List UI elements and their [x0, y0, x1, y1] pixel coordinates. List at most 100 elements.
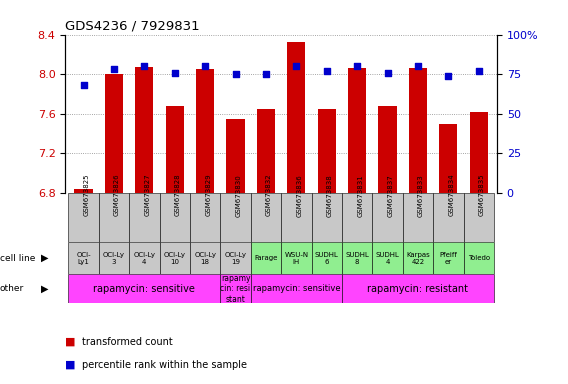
Bar [196, 69, 214, 193]
Bar [190, 242, 220, 274]
Text: ■: ■ [65, 360, 76, 370]
Text: Farage: Farage [254, 255, 278, 261]
Point [201, 63, 210, 69]
Point [110, 66, 119, 73]
Text: OCI-Ly
3: OCI-Ly 3 [103, 252, 125, 265]
Bar [129, 193, 160, 242]
Text: GDS4236 / 7929831: GDS4236 / 7929831 [65, 19, 200, 32]
Bar [470, 112, 488, 193]
Bar [250, 193, 281, 242]
Bar [403, 193, 433, 242]
Text: WSU-N
IH: WSU-N IH [285, 252, 308, 265]
Bar [68, 193, 99, 242]
Text: GSM673838: GSM673838 [327, 174, 333, 217]
Bar [287, 43, 306, 193]
Bar [220, 274, 250, 303]
Text: GSM673834: GSM673834 [448, 174, 454, 217]
Bar [160, 193, 190, 242]
Text: GSM673825: GSM673825 [83, 174, 90, 217]
Bar [403, 242, 433, 274]
Bar [373, 242, 403, 274]
Text: other: other [0, 284, 24, 293]
Bar [250, 274, 342, 303]
Point [353, 63, 362, 69]
Text: GSM673833: GSM673833 [418, 174, 424, 217]
Bar [129, 242, 160, 274]
Bar [68, 274, 220, 303]
Text: transformed count: transformed count [82, 337, 173, 347]
Text: GSM673826: GSM673826 [114, 174, 120, 217]
Text: Karpas
422: Karpas 422 [406, 252, 430, 265]
Text: percentile rank within the sample: percentile rank within the sample [82, 360, 247, 370]
Point [292, 63, 301, 69]
Bar [409, 68, 427, 193]
Bar [318, 109, 336, 193]
Text: rapamy
cin: resi
stant: rapamy cin: resi stant [220, 274, 250, 304]
Bar [99, 193, 129, 242]
Point [414, 63, 423, 69]
Bar [433, 242, 463, 274]
Bar [439, 124, 457, 193]
Point [170, 70, 179, 76]
Bar [312, 193, 342, 242]
Bar [281, 193, 312, 242]
Point [383, 70, 392, 76]
Text: OCI-Ly
18: OCI-Ly 18 [194, 252, 216, 265]
Bar [342, 193, 373, 242]
Text: OCI-
Ly1: OCI- Ly1 [76, 252, 91, 265]
Point [79, 82, 88, 88]
Bar [463, 193, 494, 242]
Text: OCI-Ly
4: OCI-Ly 4 [133, 252, 156, 265]
Bar [463, 242, 494, 274]
Text: Pfeiff
er: Pfeiff er [440, 252, 457, 265]
Text: GSM673830: GSM673830 [236, 174, 241, 217]
Text: ▶: ▶ [41, 253, 48, 263]
Text: rapamycin: sensitive: rapamycin: sensitive [253, 284, 340, 293]
Bar [348, 68, 366, 193]
Text: GSM673837: GSM673837 [387, 174, 394, 217]
Text: GSM673832: GSM673832 [266, 174, 272, 217]
Text: SUDHL
4: SUDHL 4 [375, 252, 399, 265]
Text: cell line: cell line [0, 254, 35, 263]
Text: rapamycin: resistant: rapamycin: resistant [367, 284, 469, 294]
Text: GSM673827: GSM673827 [144, 174, 151, 217]
Bar [342, 242, 373, 274]
Bar [378, 106, 396, 193]
Bar [68, 242, 99, 274]
Point [444, 73, 453, 79]
Text: GSM673836: GSM673836 [296, 174, 302, 217]
Point [474, 68, 483, 74]
Point [322, 68, 331, 74]
Text: Toledo: Toledo [467, 255, 490, 261]
Text: GSM673835: GSM673835 [479, 174, 485, 217]
Bar [160, 242, 190, 274]
Bar [220, 193, 250, 242]
Bar [105, 74, 123, 193]
Text: GSM673829: GSM673829 [205, 174, 211, 217]
Bar [281, 242, 312, 274]
Text: ■: ■ [65, 337, 76, 347]
Bar [227, 119, 245, 193]
Bar [74, 189, 93, 193]
Bar [220, 242, 250, 274]
Bar [166, 106, 184, 193]
Bar [190, 193, 220, 242]
Point [140, 63, 149, 69]
Text: GSM673831: GSM673831 [357, 174, 363, 217]
Bar [373, 193, 403, 242]
Text: SUDHL
8: SUDHL 8 [345, 252, 369, 265]
Bar [342, 274, 494, 303]
Bar [135, 67, 153, 193]
Bar [312, 242, 342, 274]
Text: OCI-Ly
10: OCI-Ly 10 [164, 252, 186, 265]
Bar [433, 193, 463, 242]
Text: OCI-Ly
19: OCI-Ly 19 [224, 252, 247, 265]
Bar [250, 242, 281, 274]
Text: ▶: ▶ [41, 284, 48, 294]
Text: GSM673828: GSM673828 [175, 174, 181, 217]
Text: SUDHL
6: SUDHL 6 [315, 252, 339, 265]
Text: rapamycin: sensitive: rapamycin: sensitive [93, 284, 195, 294]
Point [261, 71, 270, 77]
Bar [99, 242, 129, 274]
Bar [257, 109, 275, 193]
